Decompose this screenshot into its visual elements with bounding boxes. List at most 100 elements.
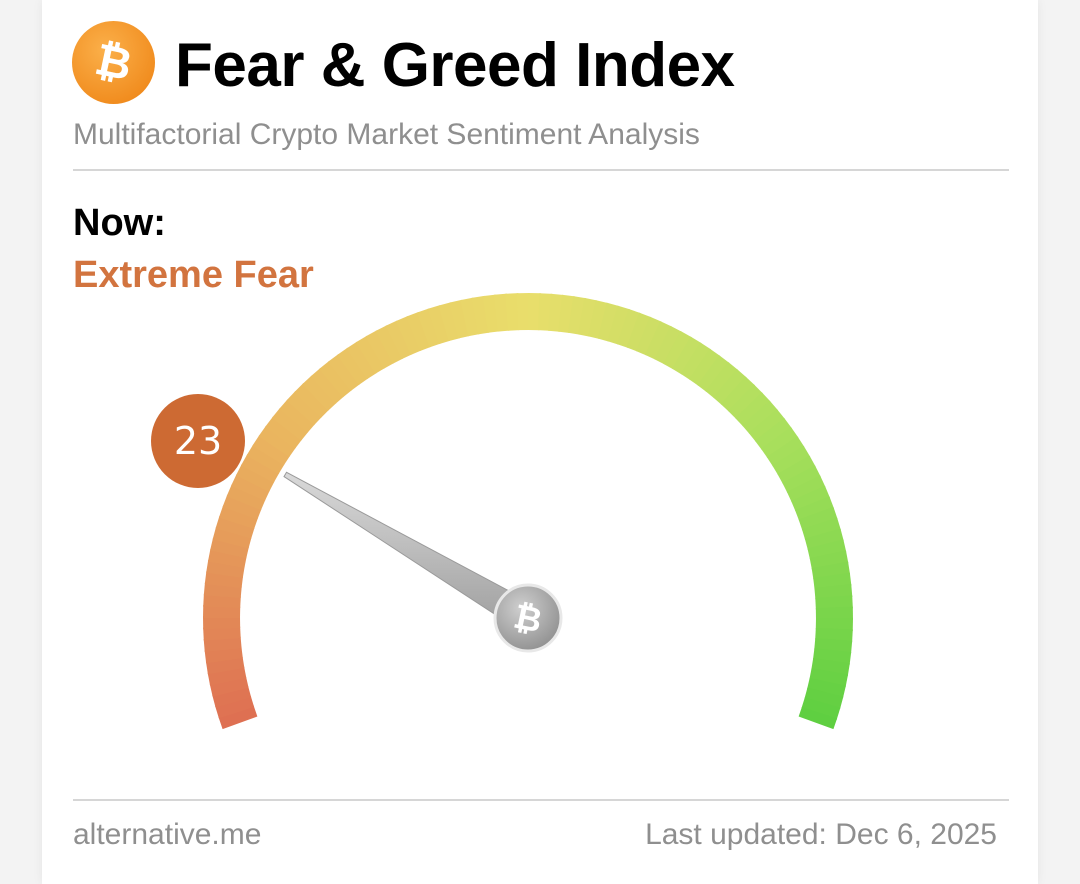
gauge-arc-segment	[807, 539, 847, 560]
gauge-arc-segment	[222, 494, 262, 520]
gauge-arc-segment	[203, 636, 242, 652]
gauge-arc-segment	[265, 416, 302, 449]
gauge-arc-segment	[310, 367, 345, 404]
index-value-badge: 23	[151, 394, 245, 488]
gauge-arc-segment	[406, 312, 431, 351]
gauge-arc-segment	[791, 485, 830, 512]
gauge-arc-segment	[210, 537, 249, 559]
gauge-arc-segment	[246, 444, 285, 474]
gauge-arc-segment	[798, 506, 838, 531]
gauge-arc-segment	[494, 293, 510, 332]
gauge-arc-segment	[336, 347, 369, 386]
gauge-arc-segment	[209, 676, 249, 697]
gauge-arc-segment	[713, 369, 747, 405]
gauge-arc-segment	[505, 293, 520, 331]
gauge-arc-segment	[616, 308, 641, 348]
gauge-arc-segment	[346, 341, 377, 380]
gauge-arc-segment	[680, 342, 712, 381]
gauge-arc-segment	[438, 302, 460, 342]
gauge-arc-segment	[286, 391, 322, 426]
gauge-arc-segment	[754, 417, 792, 450]
gauge-arc-segment	[786, 475, 826, 503]
gauge-arc-segment	[327, 354, 360, 392]
page-subtitle: Multifactorial Crypto Market Sentiment A…	[73, 118, 700, 151]
gauge-arc-segment	[772, 445, 811, 476]
gauge-arc-segment	[809, 668, 849, 688]
gauge-arc-segment	[218, 505, 258, 530]
gauge-arc-segment	[365, 330, 395, 369]
gauge-arc-segment	[206, 559, 245, 578]
gauge-arc-segment	[355, 335, 386, 374]
gauge-arc-segment	[814, 584, 853, 600]
sentiment-gauge: ₿	[203, 293, 853, 730]
gauge-arc-segment	[804, 687, 844, 710]
gauge-arc-segment	[728, 384, 763, 420]
gauge-arc-segment	[215, 515, 255, 539]
gauge-arc-segment	[203, 604, 241, 618]
gauge-arc-segment	[212, 526, 252, 549]
gauge-arc-segment	[212, 686, 252, 708]
gauge-arc-segment	[801, 697, 841, 721]
sentiment-classification: Extreme Fear	[73, 254, 314, 296]
gauge-arc-segment	[449, 299, 470, 339]
header-divider	[73, 169, 1009, 171]
gauge-arc-segment	[782, 465, 821, 494]
gauge-arc-segment	[798, 706, 838, 730]
gauge-arc-segment	[416, 308, 441, 348]
gauge-arc-segment	[235, 463, 275, 492]
gauge-arc-segment	[516, 293, 530, 331]
gauge-arc-segment	[319, 360, 352, 398]
gauge-arc-segment	[663, 331, 692, 370]
gauge-arc-segment	[815, 606, 853, 620]
gauge-arc-segment	[807, 677, 846, 699]
gauge-arc-segment	[645, 321, 672, 360]
gauge-arc-segment	[226, 484, 266, 511]
now-label: Now:	[73, 202, 166, 244]
gauge-arc-segment	[218, 705, 258, 730]
gauge-arc-segment	[597, 302, 620, 342]
gauge-arc	[203, 293, 853, 730]
gauge-arc-segment	[811, 658, 850, 677]
gauge-arc-segment	[626, 312, 652, 352]
gauge-arc-segment	[294, 383, 330, 418]
gauge-arc-segment	[203, 626, 241, 641]
gauge-arc-segment	[607, 305, 631, 345]
gauge-arc-segment	[760, 426, 799, 459]
gauge-arc-segment	[587, 300, 609, 339]
gauge-arc-segment	[735, 392, 771, 427]
gauge-arc-segment	[207, 548, 247, 568]
gauge-arc-segment	[635, 316, 662, 356]
gauge-arc-segment	[777, 455, 816, 485]
gauge-arc-segment	[241, 454, 280, 483]
gauge-arc-segment	[427, 305, 451, 345]
last-updated: Last updated: Dec 6, 2025	[645, 818, 997, 851]
gauge-arc-segment	[528, 293, 542, 331]
gauge-arc-segment	[654, 325, 683, 365]
gauge-arc-segment	[578, 297, 598, 337]
gauge-arc-segment	[795, 496, 834, 521]
gauge-arc-segment	[742, 400, 779, 435]
gauge-arc-segment	[252, 434, 291, 466]
gauge-arc-segment	[395, 316, 422, 355]
gauge-arc-segment	[375, 325, 404, 364]
gauge-arc-segment	[804, 528, 844, 550]
gauge-arc-segment	[672, 336, 702, 375]
gauge-arc-segment	[697, 355, 730, 392]
gauge-arc-segment	[801, 517, 841, 541]
gauge-arc-segment	[705, 361, 739, 399]
gauge-arc-segment	[231, 474, 270, 501]
gauge-arc-segment	[258, 425, 296, 457]
gauge-arc-segment	[689, 348, 721, 386]
gauge-arc-segment	[815, 618, 853, 632]
gauge-arc-segment	[815, 595, 853, 610]
gauge-arc-segment	[279, 399, 315, 433]
source-link[interactable]: alternative.me	[73, 818, 262, 851]
gauge-arc-segment	[302, 375, 337, 411]
page-title: Fear & Greed Index	[175, 31, 735, 100]
bitcoin-icon: ₿	[72, 21, 155, 104]
gauge-arc-segment	[385, 320, 413, 360]
gauge-arc-segment	[748, 409, 786, 442]
gauge-arc-segment	[766, 436, 805, 467]
gauge-arc-segment	[568, 296, 587, 335]
footer-divider	[73, 799, 1009, 801]
